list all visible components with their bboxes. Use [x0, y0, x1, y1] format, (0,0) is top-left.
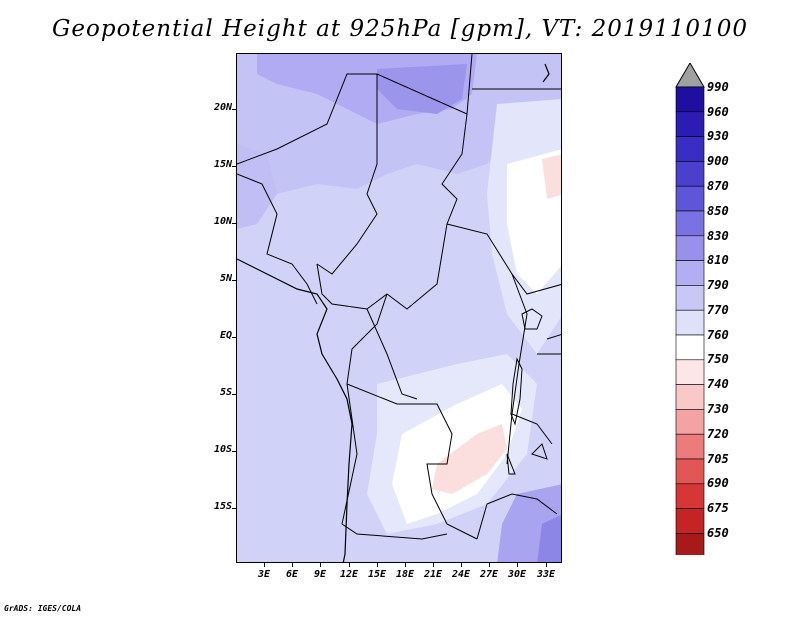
lat-tick-label: 20N: [213, 102, 232, 113]
lat-tick: [232, 223, 236, 224]
country-borders: [237, 54, 561, 540]
lon-tick-label: 27E: [479, 569, 499, 580]
colorbar: [675, 63, 705, 555]
lat-tick-label: 15S: [213, 501, 232, 512]
lon-tick-label: 30E: [507, 569, 527, 580]
colorbar-segment: [675, 309, 705, 336]
colorbar-segment: [675, 334, 705, 361]
lon-tick: [377, 563, 378, 567]
lat-tick: [232, 451, 236, 452]
colorbar-label: 705: [707, 452, 729, 466]
field-850-southeast: [537, 514, 561, 562]
colorbar-label: 960: [707, 105, 729, 119]
colorbar-segment: [675, 533, 705, 555]
colorbar-segment: [675, 384, 705, 410]
lat-tick: [232, 109, 236, 110]
colorbar-label: 650: [707, 526, 729, 540]
colorbar-label: 750: [707, 352, 729, 366]
lon-tick: [320, 563, 321, 567]
colorbar-segment: [675, 86, 705, 113]
colorbar-label: 870: [707, 179, 729, 193]
field-750-east: [542, 154, 561, 199]
colorbar-segment: [675, 483, 705, 509]
colorbar-label: 850: [707, 204, 729, 218]
colorbar-segment: [675, 136, 705, 162]
colorbar-label: 690: [707, 476, 729, 490]
colorbar-label: 675: [707, 501, 729, 515]
colorbar-top-triangle: [675, 63, 705, 88]
colorbar-label: 810: [707, 253, 729, 267]
field-830-west: [237, 144, 277, 229]
lon-tick: [461, 563, 462, 567]
lon-tick: [517, 563, 518, 567]
lat-tick-label: 10S: [213, 444, 232, 455]
lat-tick-label: 15N: [213, 159, 232, 170]
field-850-north: [377, 64, 467, 114]
lat-tick-label: 5S: [219, 387, 232, 398]
field-750-south: [432, 424, 507, 494]
lat-tick: [232, 166, 236, 167]
colorbar-label: 790: [707, 278, 729, 292]
lon-tick-label: 12E: [339, 569, 359, 580]
colorbar-label: 740: [707, 377, 729, 391]
colorbar-label: 730: [707, 402, 729, 416]
lon-tick: [489, 563, 490, 567]
colorbar-segment: [675, 285, 705, 311]
lat-tick-label: 5N: [219, 273, 232, 284]
lon-tick-label: 33E: [536, 569, 556, 580]
colorbar-segment: [675, 185, 705, 212]
lat-tick: [232, 337, 236, 338]
lon-tick-label: 24E: [451, 569, 471, 580]
lakes: [506, 308, 548, 475]
colorbar-segment: [675, 260, 705, 286]
colorbar-segment: [675, 111, 705, 137]
lon-tick: [433, 563, 434, 567]
lon-tick-label: 21E: [423, 569, 443, 580]
lon-tick: [405, 563, 406, 567]
chart-title: Geopotential Height at 925hPa [gpm], VT:…: [52, 16, 748, 42]
colorbar-segment: [675, 508, 705, 534]
lon-tick-label: 3E: [257, 569, 271, 580]
geopotential-field-map: [237, 54, 561, 562]
lat-tick-label: 10N: [213, 216, 232, 227]
map-plot-area: [236, 53, 562, 563]
lat-tick: [232, 280, 236, 281]
colorbar-label: 830: [707, 229, 729, 243]
lat-tick-label: EQ: [219, 330, 232, 341]
lon-tick: [292, 563, 293, 567]
colorbar-label: 900: [707, 154, 729, 168]
colorbar-label: 720: [707, 427, 729, 441]
lat-tick: [232, 394, 236, 395]
colorbar-label: 770: [707, 303, 729, 317]
colorbar-segment: [675, 235, 705, 261]
colorbar-segment: [675, 409, 705, 435]
colorbar-segment: [675, 210, 705, 237]
lon-tick-label: 9E: [313, 569, 327, 580]
colorbar-label: 760: [707, 328, 729, 342]
colorbar-segment: [675, 433, 705, 460]
lon-tick: [546, 563, 547, 567]
lat-tick: [232, 508, 236, 509]
lon-tick: [264, 563, 265, 567]
colorbar-segment: [675, 359, 705, 385]
lon-tick: [349, 563, 350, 567]
credit-text: GrADS: IGES/COLA: [4, 604, 82, 613]
colorbar-segment: [675, 161, 705, 187]
lon-tick-label: 6E: [285, 569, 299, 580]
coastline: [237, 63, 550, 562]
colorbar-label: 930: [707, 129, 729, 143]
lon-tick-label: 15E: [367, 569, 387, 580]
colorbar-segment: [675, 458, 705, 485]
colorbar-label: 990: [707, 80, 729, 94]
lon-tick-label: 18E: [395, 569, 415, 580]
